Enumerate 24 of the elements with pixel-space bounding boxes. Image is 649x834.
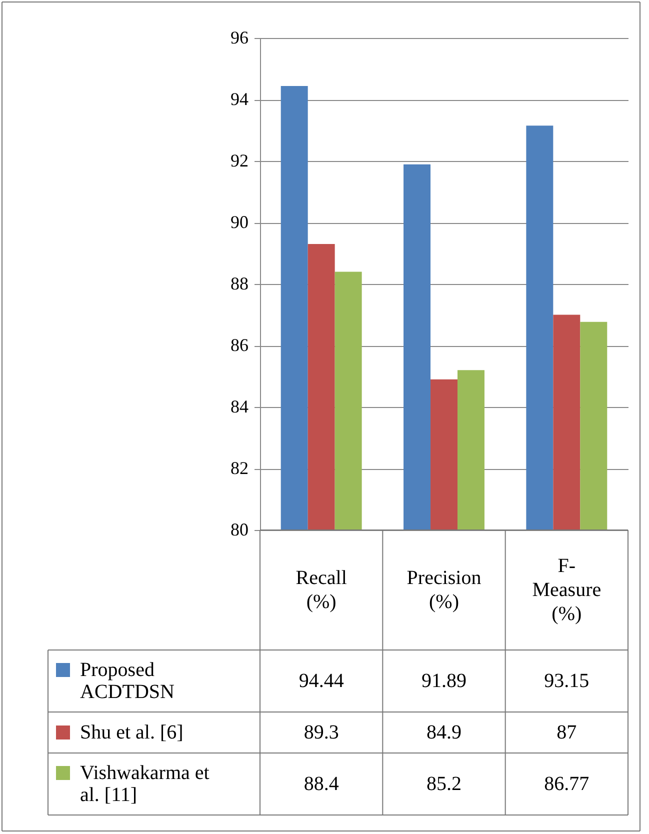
y-tick-label: 90	[230, 212, 248, 232]
x-tick-label: Precision (%)	[406, 567, 482, 613]
x-tick-label: Recall (%)	[296, 567, 348, 613]
legend-label: Proposed ACDTDSN	[80, 659, 174, 703]
legend-label: Shu et al. [6]	[80, 722, 184, 744]
data-label: 87	[556, 722, 577, 744]
y-tick-label: 86	[230, 335, 248, 355]
x-tick-label: F-Measure (%)	[532, 555, 602, 625]
data-label: 84.9	[426, 722, 462, 744]
data-label: 86.77	[544, 773, 590, 795]
data-label: 89.3	[304, 722, 339, 744]
y-tick-label: 88	[230, 274, 248, 294]
y-tick-label: 80	[230, 520, 248, 540]
y-tick-label: 82	[230, 458, 248, 478]
data-label: 91.89	[422, 670, 466, 692]
y-tick-label: 84	[230, 396, 248, 416]
data-label: 93.15	[544, 670, 590, 692]
y-tick-label: 96	[230, 28, 248, 48]
data-label: 88.4	[304, 773, 339, 795]
legend-label: Vishwakarma et al. [11]	[80, 762, 210, 806]
y-tick-label: 94	[230, 89, 248, 109]
y-tick-label: 92	[230, 150, 248, 170]
data-label: 85.2	[426, 773, 462, 795]
data-label: 94.44	[298, 670, 344, 692]
